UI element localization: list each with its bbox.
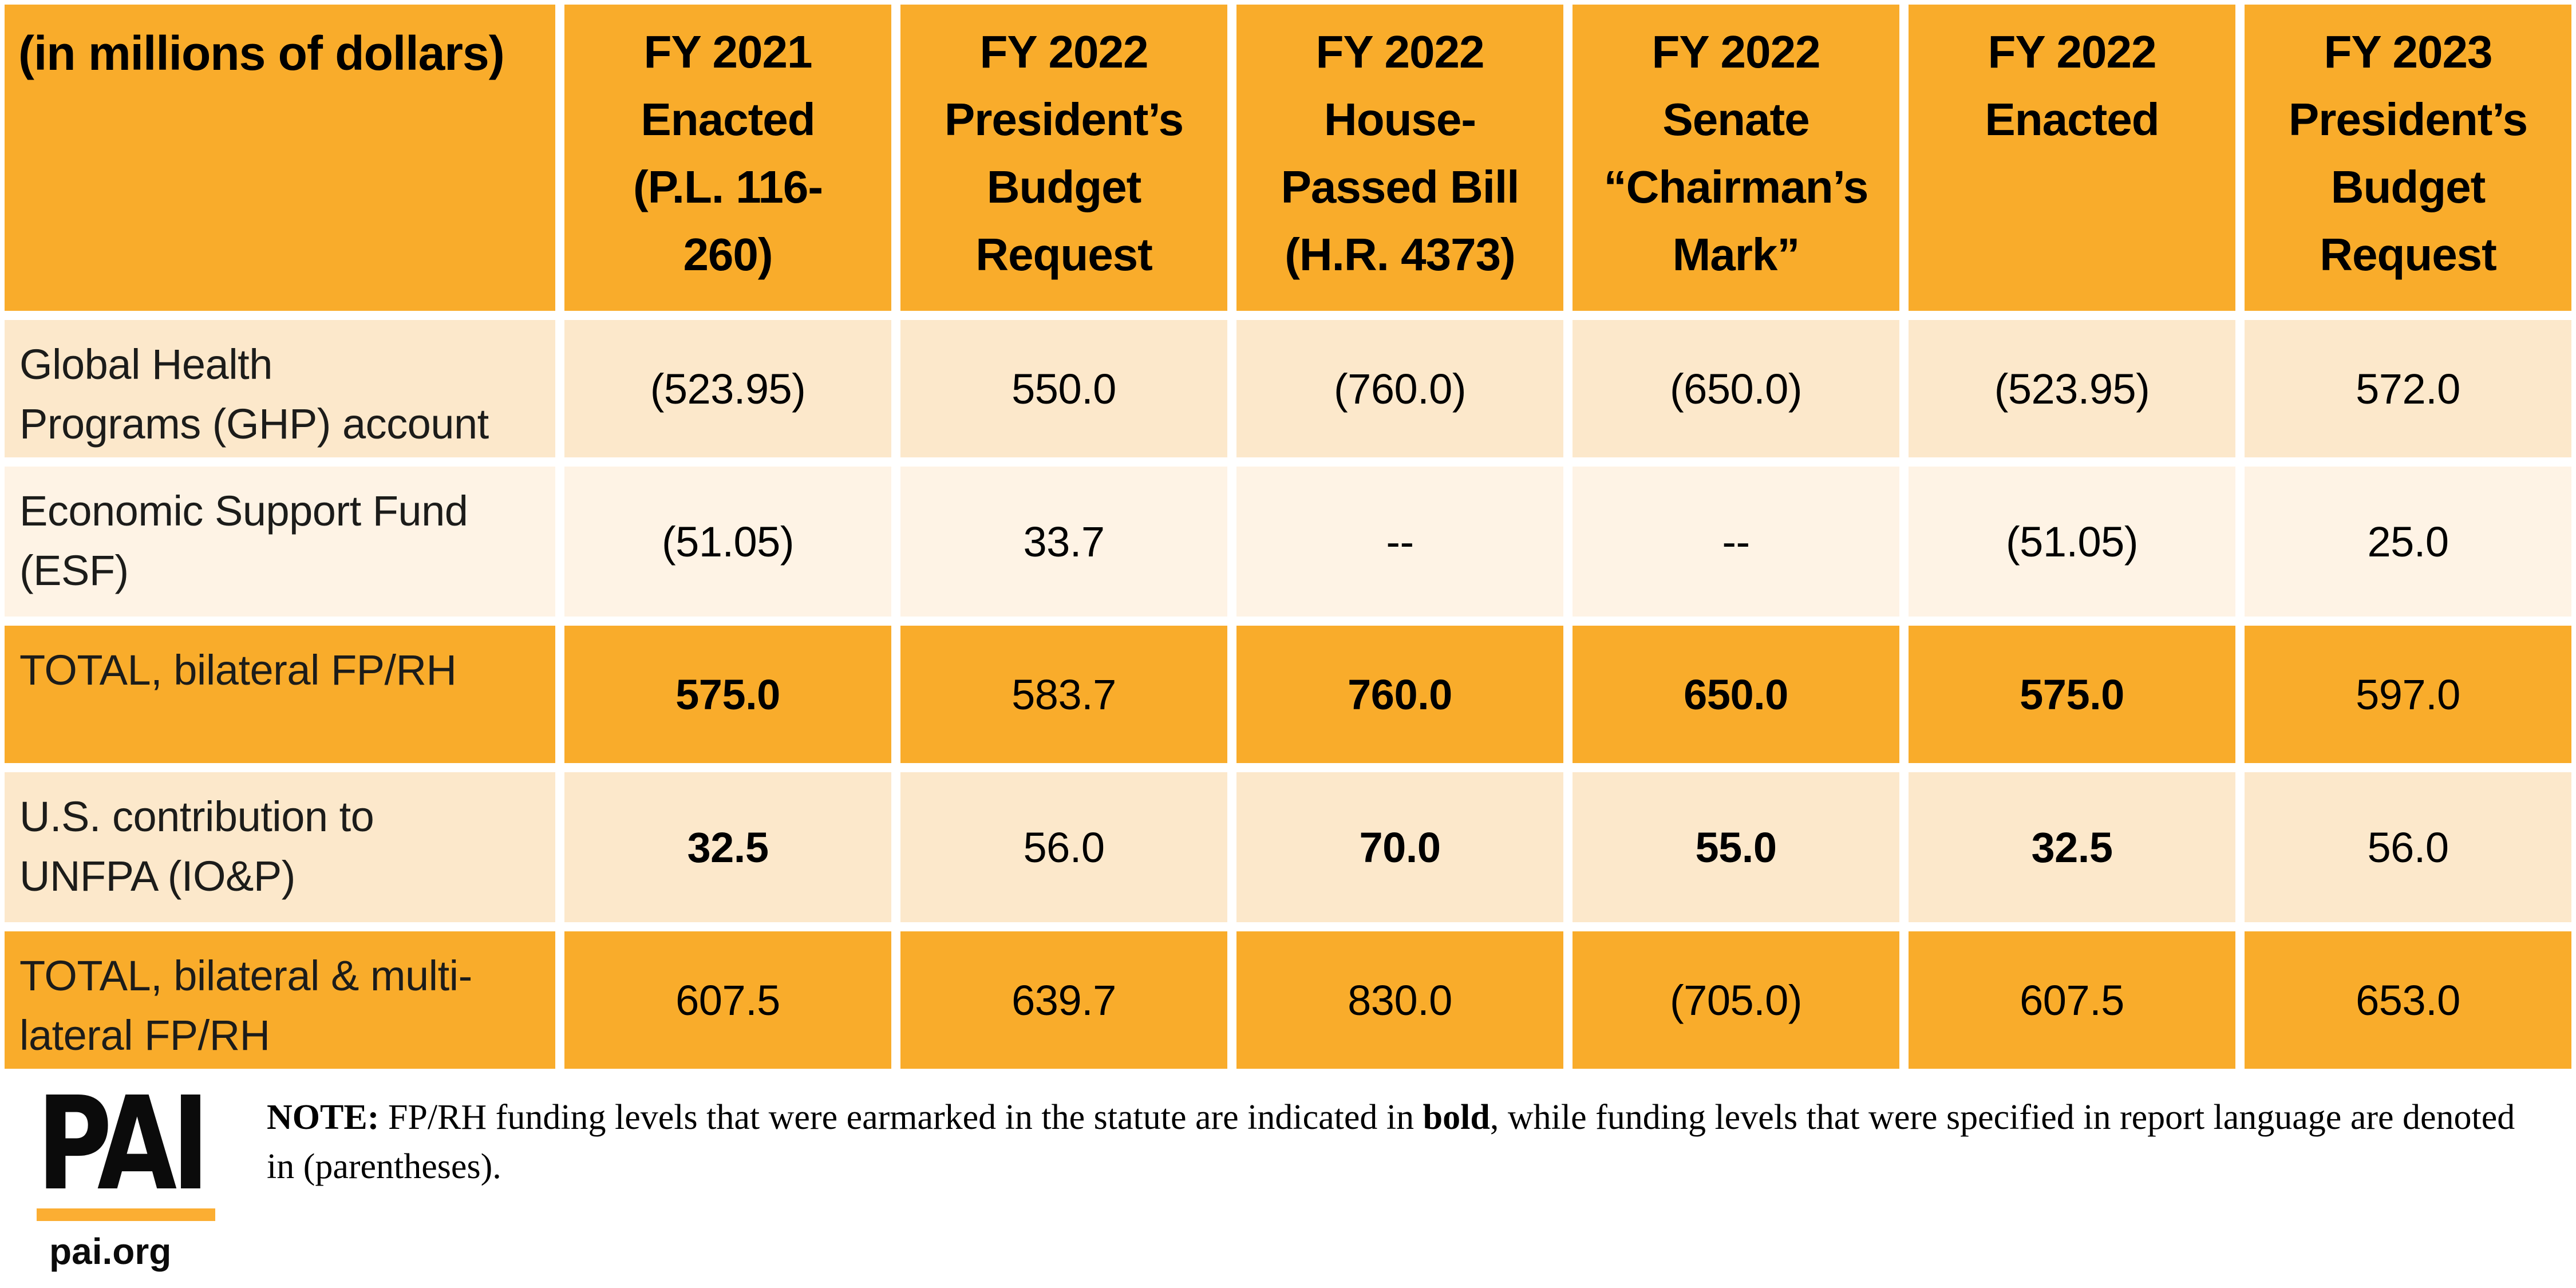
col-header-fy2022-house-bill: FY 2022 House- Passed Bill (H.R. 4373) [1236,5,1563,311]
col-header-fy2022-senate-mark: FY 2022 Senate “Chairman’s Mark” [1573,5,1899,311]
row-total-bilateral-value-fy2022-pbr: 583.7 [900,626,1227,763]
row-total-multi-value-fy2022-house: 830.0 [1236,931,1563,1069]
row-esf-label: Economic Support Fund (ESF) [5,467,555,617]
col-header-fy2021-enacted: FY 2021 Enacted (P.L. 116- 260) [564,5,891,311]
row-total-bilateral-value-fy2023-pbr: 597.0 [2245,626,2571,763]
row-ghp-value-fy2023-pbr: 572.0 [2245,320,2571,457]
note-prefix: NOTE: [267,1098,380,1137]
footer: PAI pai.org NOTE: FP/RH funding levels t… [0,1069,2576,1273]
row-total-multi-value-fy2023-pbr: 653.0 [2245,931,2571,1069]
row-ghp-value-fy2021-enacted: (523.95) [564,320,891,457]
row-ghp-value-fy2022-pbr: 550.0 [900,320,1227,457]
row-ghp-label: Global Health Programs (GHP) account [5,320,555,457]
row-unfpa-value-fy2021-enacted: 32.5 [564,772,891,922]
row-total-multi-value-fy2022-enacted: 607.5 [1909,931,2235,1069]
funding-table: (in millions of dollars) FY 2021 Enacted… [5,5,2571,1069]
pai-logo: PAI [37,1069,210,1219]
row-total-multi-value-fy2022-pbr: 639.7 [900,931,1227,1069]
row-unfpa-value-fy2023-pbr: 56.0 [2245,772,2571,922]
row-total-multi-label: TOTAL, bilateral & multi- lateral FP/RH [5,931,555,1069]
units-label: (in millions of dollars) [5,5,555,311]
row-total-bilateral-value-fy2022-house: 760.0 [1236,626,1563,763]
row-total-bilateral-label: TOTAL, bilateral FP/RH [5,626,555,763]
note-text-2: , while funding levels that were specifi… [267,1098,2515,1186]
col-header-fy2023-presidents-budget: FY 2023 President’s Budget Request [2245,5,2571,311]
note: NOTE: FP/RH funding levels that were ear… [267,1089,2534,1191]
col-header-fy2022-enacted: FY 2022 Enacted [1909,5,2235,311]
pai-logo-block: PAI pai.org [37,1069,267,1273]
note-text-1: FP/RH funding levels that were earmarked… [379,1098,1423,1137]
row-esf-value-fy2022-senate: -- [1573,467,1899,617]
row-unfpa-label: U.S. contribution to UNFPA (IO&P) [5,772,555,922]
row-total-multi-value-fy2022-senate: (705.0) [1573,931,1899,1069]
row-unfpa-value-fy2022-house: 70.0 [1236,772,1563,922]
row-esf-value-fy2022-enacted: (51.05) [1909,467,2235,617]
row-ghp-value-fy2022-house: (760.0) [1236,320,1563,457]
note-bold-word: bold [1423,1098,1490,1137]
row-total-bilateral-value-fy2021-enacted: 575.0 [564,626,891,763]
row-total-bilateral-value-fy2022-enacted: 575.0 [1909,626,2235,763]
row-total-bilateral-value-fy2022-senate: 650.0 [1573,626,1899,763]
row-esf-value-fy2021-enacted: (51.05) [564,467,891,617]
row-esf-value-fy2023-pbr: 25.0 [2245,467,2571,617]
pai-url: pai.org [49,1230,172,1272]
row-ghp-value-fy2022-senate: (650.0) [1573,320,1899,457]
row-unfpa-value-fy2022-enacted: 32.5 [1909,772,2235,922]
row-ghp-value-fy2022-enacted: (523.95) [1909,320,2235,457]
row-esf-value-fy2022-house: -- [1236,467,1563,617]
row-total-multi-value-fy2021-enacted: 607.5 [564,931,891,1069]
logo-underline-bar [37,1208,215,1221]
row-esf-value-fy2022-pbr: 33.7 [900,467,1227,617]
row-unfpa-value-fy2022-senate: 55.0 [1573,772,1899,922]
row-unfpa-value-fy2022-pbr: 56.0 [900,772,1227,922]
col-header-fy2022-presidents-budget: FY 2022 President’s Budget Request [900,5,1227,311]
